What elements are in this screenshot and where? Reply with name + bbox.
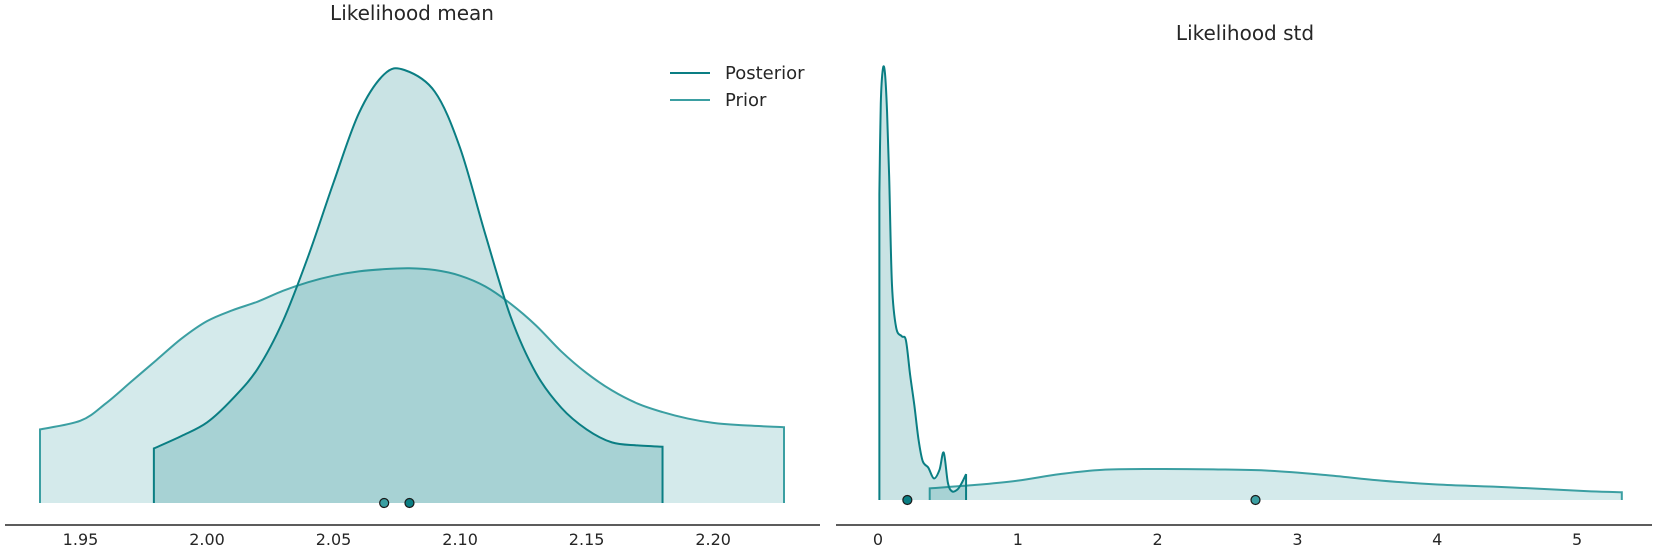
- density-line-prior: [928, 467, 1623, 500]
- x-tick-label: 2.00: [189, 530, 225, 549]
- point-estimate-posterior: [404, 497, 415, 509]
- panel-title: Likelihood std: [1176, 21, 1314, 45]
- x-tick-label: 2.20: [695, 530, 731, 549]
- x-tick-label: 2.05: [316, 530, 352, 549]
- density-marks: [39, 67, 785, 509]
- x-tick-label: 2.10: [442, 530, 478, 549]
- legend-label-posterior: Posterior: [725, 63, 805, 84]
- x-ticks: 0 1 2 3 4 5: [873, 530, 1582, 549]
- legend: Posterior Prior: [670, 63, 805, 111]
- x-tick-label: 3: [1292, 530, 1302, 549]
- density-line-prior: [39, 267, 785, 503]
- density-fill-posterior: [879, 66, 967, 501]
- x-tick-label: 2.15: [569, 530, 605, 549]
- point-estimate-prior: [379, 497, 390, 509]
- x-tick-label: 4: [1432, 530, 1442, 549]
- x-tick-label: 0: [873, 530, 883, 549]
- panel-title: Likelihood mean: [330, 1, 494, 25]
- x-ticks: 1.95 2.00 2.05 2.10 2.15 2.20: [63, 530, 731, 549]
- point-estimate-posterior: [902, 494, 913, 506]
- x-tick-label: 5: [1572, 530, 1582, 549]
- x-tick-label: 1.95: [63, 530, 99, 549]
- panel-likelihood-std: Likelihood std 0 1 2 3 4 5: [836, 21, 1652, 549]
- density-line-posterior: [878, 65, 968, 501]
- density-line-posterior: [152, 67, 664, 504]
- legend-label-prior: Prior: [725, 90, 767, 111]
- density-fill-posterior: [153, 68, 663, 503]
- density-fill-prior: [929, 468, 1622, 500]
- density-fill-prior: [40, 268, 784, 503]
- x-tick-label: 2: [1153, 530, 1163, 549]
- point-estimate-prior: [1250, 494, 1261, 506]
- density-marks: [878, 65, 1623, 506]
- panel-likelihood-mean: Likelihood mean 1.95 2.00 2.05 2.10 2.15 2.20…: [5, 1, 820, 549]
- x-tick-label: 1: [1013, 530, 1023, 549]
